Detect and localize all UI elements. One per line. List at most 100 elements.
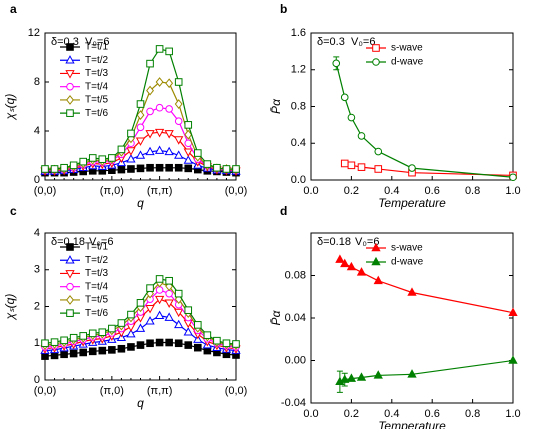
x-tick-label: (π,0) [100,185,124,197]
x-tick-label: (π,π) [147,185,173,197]
marker [66,243,74,251]
annotation: δ=0.3 [317,36,345,48]
marker [407,287,417,296]
y-tick-label: 4 [34,227,40,239]
marker [155,77,164,87]
marker [213,163,221,172]
marker [184,164,193,173]
marker [174,78,183,86]
marker [213,336,221,345]
marker [66,95,74,105]
marker [41,339,49,348]
marker [69,161,78,170]
marker [222,339,231,348]
marker [165,78,174,89]
x-tick-label: 0.4 [384,185,399,197]
y-tick-label: 1.6 [291,27,306,39]
marker [98,328,107,337]
legend-label: T=t/1 [85,242,109,253]
marker [50,338,59,346]
marker [183,327,193,336]
marker [174,289,183,298]
y-tick-label: -0.04 [281,397,306,409]
x-tick-label: 0.4 [384,408,399,420]
marker [154,145,165,154]
y-tick-label: 1.2 [291,64,306,76]
legend-label: T=t/4 [85,81,109,92]
marker [374,147,383,156]
x-tick-label: 0.2 [344,408,359,420]
marker [174,99,183,109]
marker [347,113,356,122]
legend-label: d-wave [391,57,424,68]
x-axis-label: q [137,196,144,210]
marker [126,147,136,156]
marker [194,321,202,329]
marker [346,261,357,271]
marker [407,369,417,378]
y-tick-label: 12 [28,27,40,39]
marker [146,107,154,116]
legend-label: T=t/2 [85,55,109,66]
marker [184,129,193,140]
marker [65,270,75,279]
panel-label: c [10,204,17,218]
y-tick-label: 8 [34,76,40,88]
legend-label: s-wave [391,243,423,254]
legend-label: T=t/3 [85,68,109,79]
marker [408,164,416,172]
marker [509,173,517,182]
marker [98,155,107,163]
y-tick-label: 0.8 [291,100,306,112]
panel: b 0.0 0.4 0.8 1.2 1.6 0.0 0.2 0.4 0.6 0.8 1.0 Temper… [269,2,520,210]
annotation: V₀=6 [85,36,109,48]
marker [117,145,126,154]
marker [164,312,174,321]
marker [174,117,183,125]
marker [183,155,193,164]
x-axis-label: q [137,396,144,410]
annotation: V₀=6 [89,236,113,248]
y-axis-label: P̄α [269,309,283,325]
marker [154,128,165,138]
marker [136,110,145,120]
marker [88,347,97,356]
annotation: V₀=6 [355,236,379,248]
marker [232,340,240,348]
x-tick-label: (π,0) [100,385,124,397]
marker [65,255,75,264]
marker [60,336,68,345]
legend-label: T=t/5 [85,295,109,306]
marker [127,343,135,351]
marker [372,58,380,66]
marker [508,355,518,364]
marker [356,267,367,276]
annotation: δ=0.3 [51,36,79,48]
y-axis-label: χₛ(q) [3,94,17,121]
panel-label: a [10,2,17,16]
x-tick-label: (0,0) [225,385,248,397]
marker [135,323,146,332]
marker [183,148,193,157]
x-tick-label: 0.0 [303,408,318,420]
marker [155,103,164,112]
marker [174,136,184,145]
marker [164,130,174,139]
marker [340,93,349,102]
marker [374,165,383,173]
x-tick-label: 0.0 [303,185,318,197]
y-tick-label: 0.4 [291,137,306,149]
y-axis-label: P̄α [269,98,283,114]
marker [371,256,381,266]
marker [335,254,345,263]
marker [155,275,164,283]
plot-frame [310,32,514,181]
marker [136,341,145,349]
marker [232,165,240,173]
marker [184,121,193,129]
x-tick-label: (0,0) [34,385,57,397]
marker [165,338,173,347]
series-line [339,259,514,314]
marker [69,333,78,342]
annotation: δ=0.18 [317,236,351,248]
